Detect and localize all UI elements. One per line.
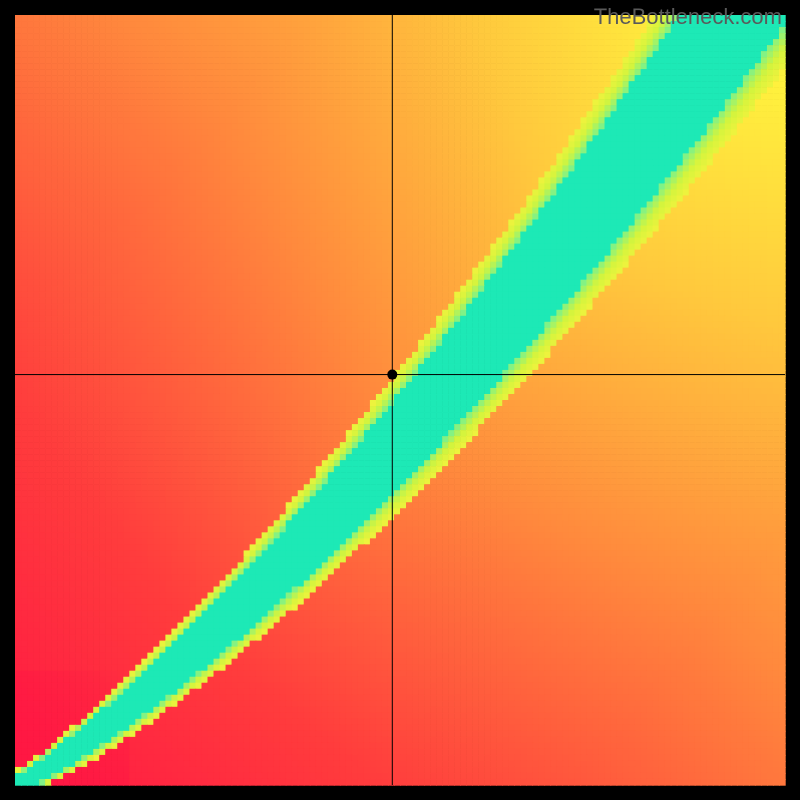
bottleneck-chart-container: TheBottleneck.com [0,0,800,800]
bottleneck-heatmap [0,0,800,800]
watermark-text: TheBottleneck.com [594,4,782,30]
